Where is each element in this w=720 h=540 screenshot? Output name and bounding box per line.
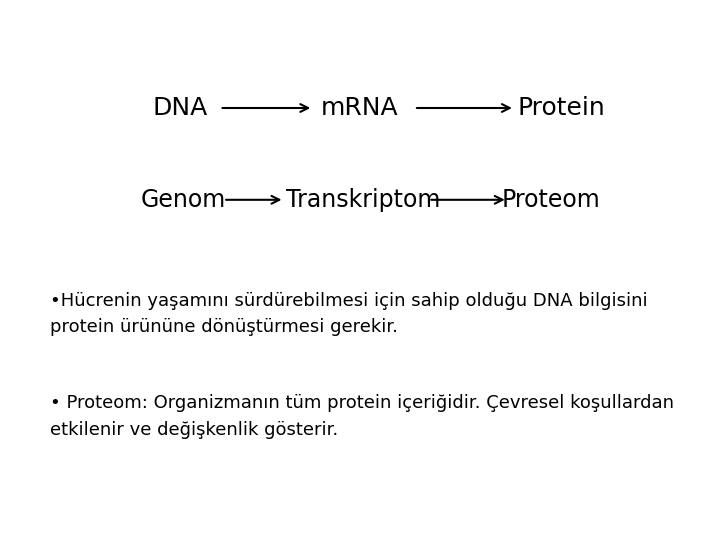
Text: • Proteom: Organizmanın tüm protein içeriğidir. Çevresel koşullardan
etkilenir v: • Proteom: Organizmanın tüm protein içer… bbox=[50, 394, 675, 438]
Text: •Hücrenin yaşamını sürdürebilmesi için sahip olduğu DNA bilgisini
protein ürünün: •Hücrenin yaşamını sürdürebilmesi için s… bbox=[50, 292, 648, 336]
Text: Protein: Protein bbox=[518, 96, 606, 120]
Text: Genom: Genom bbox=[141, 188, 226, 212]
Text: mRNA: mRNA bbox=[321, 96, 399, 120]
Text: Proteom: Proteom bbox=[501, 188, 600, 212]
Text: Transkriptom: Transkriptom bbox=[287, 188, 441, 212]
Text: DNA: DNA bbox=[153, 96, 207, 120]
